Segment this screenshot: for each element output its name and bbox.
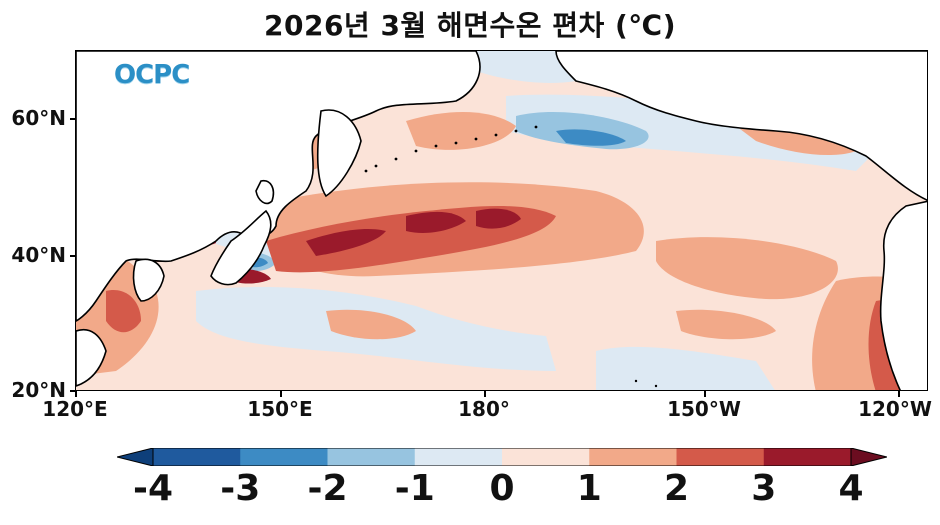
colorbar-segment	[763, 448, 852, 466]
colorbar-segment	[414, 448, 503, 466]
colorbar-segment	[153, 448, 241, 466]
map-canvas	[76, 51, 927, 390]
x-tick-150w	[704, 391, 706, 397]
y-label-60n: 60°N	[11, 106, 66, 130]
colorbar-tick-label: 1	[576, 468, 602, 509]
bering-cold-patch	[516, 111, 649, 150]
colorbar-frame	[152, 448, 852, 466]
colorbar-tick-label: 2	[663, 468, 690, 509]
colorbar-extend-low	[117, 448, 154, 466]
x-tick-150e	[280, 391, 282, 397]
y-label-20n: 20°N	[11, 378, 66, 402]
x-tick-120w	[898, 391, 900, 397]
colorbar-tick-label: -1	[394, 468, 435, 509]
colorbar-segment	[502, 448, 590, 466]
colorbar-segment	[589, 448, 677, 466]
x-tick-180	[484, 391, 486, 397]
x-label-150w: 150°W	[667, 397, 741, 421]
x-label-150e: 150°E	[247, 397, 313, 421]
colorbar-extend-high	[850, 448, 887, 466]
y-tick-60	[70, 118, 76, 120]
map-title: 2026년 3월 해면수온 편차 (℃)	[264, 9, 676, 42]
x-label-180: 180°	[458, 397, 510, 421]
x-label-120e: 120°E	[42, 397, 108, 421]
colorbar-tick-label: 0	[489, 468, 515, 509]
colorbar-tick-label: 3	[751, 468, 777, 509]
land-masses	[76, 51, 927, 390]
y-label-40n: 40°N	[11, 243, 66, 267]
y-tick-20	[70, 390, 76, 392]
colorbar-tick-label: 4	[838, 468, 864, 509]
sst-anomaly-map: OCPC	[75, 50, 928, 391]
ocpc-logo: OCPC	[114, 60, 190, 90]
colorbar-segment	[327, 448, 416, 466]
colorbar-tick-label: -4	[133, 468, 173, 509]
x-tick-120e	[75, 391, 77, 397]
colorbar	[117, 448, 887, 466]
colorbar-segment	[676, 448, 765, 466]
x-label-120w: 120°W	[858, 397, 932, 421]
colorbar-segment	[240, 448, 328, 466]
colorbar-segments	[153, 448, 852, 466]
y-tick-40	[70, 255, 76, 257]
colorbar-tick-label: -2	[307, 468, 348, 509]
colorbar-tick-label: -3	[220, 468, 261, 509]
aleutian-islands	[364, 125, 658, 388]
